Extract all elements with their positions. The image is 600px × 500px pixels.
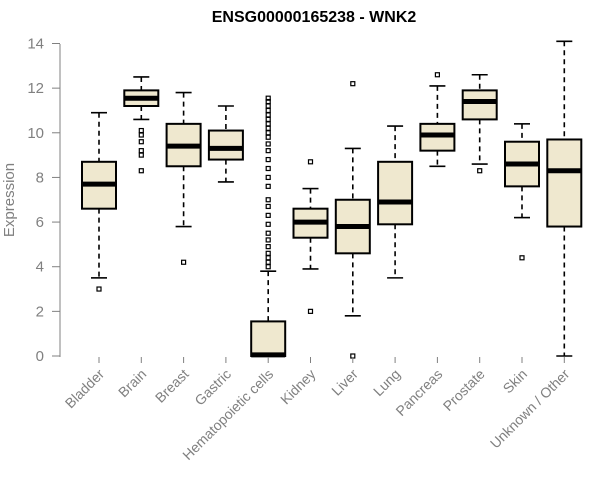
box-gastric — [207, 105, 244, 183]
outlier-point — [265, 203, 271, 210]
outlier-point — [265, 134, 271, 140]
box-kidney — [292, 159, 329, 314]
x-tick-label: Skin — [500, 366, 531, 397]
outlier-point — [265, 264, 271, 270]
box-breast — [165, 91, 202, 265]
outlier-point — [265, 156, 271, 163]
y-axis-label: Expression — [1, 163, 18, 237]
outlier-point — [265, 183, 271, 189]
x-tick-label: Brain — [115, 366, 149, 400]
x-tick-label: Bladder — [62, 366, 108, 412]
box-iqr — [377, 160, 414, 226]
outlier-point — [434, 72, 440, 78]
outlier-point — [265, 130, 271, 136]
box-iqr — [250, 320, 287, 358]
y-tick-label: 6 — [36, 214, 44, 231]
outlier-point — [181, 259, 187, 265]
y-tick-label: 2 — [36, 303, 44, 320]
outlier-point — [265, 112, 271, 118]
outlier-point — [265, 165, 271, 172]
outlier-point — [307, 159, 314, 165]
box-pancreas — [419, 72, 456, 168]
outlier-point — [138, 148, 144, 154]
outlier-point — [265, 141, 271, 147]
outlier-point — [350, 81, 356, 87]
outlier-point — [265, 197, 271, 203]
outlier-point — [138, 127, 144, 134]
x-tick-label: Kidney — [277, 366, 319, 408]
outlier-point — [307, 308, 314, 314]
outlier-point — [265, 221, 271, 227]
box-unknown-other — [546, 40, 583, 357]
outlier-point — [265, 255, 271, 261]
outlier-point — [265, 244, 271, 250]
box-bladder — [81, 111, 117, 292]
x-tick-label: Liver — [328, 366, 361, 399]
outlier-point — [265, 250, 271, 256]
chart-title: ENSG00000165238 - WNK2 — [212, 9, 417, 26]
box-lung — [377, 125, 414, 279]
outlier-point — [265, 230, 271, 236]
outlier-point — [265, 107, 271, 114]
box-iqr — [207, 129, 244, 161]
box-hematopoietic-cells — [250, 95, 287, 358]
outlier-point — [265, 237, 271, 243]
box-liver — [334, 81, 371, 359]
outlier-point — [265, 98, 271, 105]
outlier-point — [265, 95, 271, 101]
outlier-point — [265, 174, 271, 181]
outlier-point — [265, 259, 271, 265]
outlier-point — [138, 139, 144, 145]
outlier-point — [138, 168, 144, 174]
outlier-point — [96, 286, 102, 292]
x-tick-label: Lung — [370, 366, 403, 399]
outlier-point — [265, 103, 271, 109]
y-tick-label: 14 — [27, 36, 44, 53]
outlier-point — [265, 121, 271, 127]
y-axis-ticks: 0 2 4 6 8 10 12 14 — [27, 36, 60, 365]
outlier-point — [265, 116, 271, 122]
x-tick-label: Breast — [152, 366, 192, 406]
outlier-point — [477, 168, 483, 174]
y-tick-label: 0 — [36, 348, 44, 365]
outlier-point — [138, 132, 144, 138]
outlier-point — [138, 152, 144, 158]
x-tick-label: Unknown / Other — [487, 366, 573, 452]
box-iqr — [546, 138, 583, 228]
y-tick-label: 12 — [27, 80, 44, 97]
outlier-point — [265, 125, 271, 131]
outlier-point — [265, 212, 271, 218]
boxplot-series — [81, 40, 583, 359]
y-tick-label: 8 — [36, 169, 44, 186]
x-tick-label: Prostate — [440, 366, 488, 414]
box-brain — [123, 76, 160, 174]
box-iqr — [461, 89, 498, 121]
y-tick-label: 10 — [27, 125, 44, 142]
box-prostate — [461, 73, 498, 174]
x-tick-label: Pancreas — [392, 366, 445, 419]
box-skin — [504, 123, 540, 261]
y-tick-label: 4 — [36, 259, 44, 276]
outlier-point — [265, 148, 271, 154]
outlier-point — [519, 255, 525, 261]
